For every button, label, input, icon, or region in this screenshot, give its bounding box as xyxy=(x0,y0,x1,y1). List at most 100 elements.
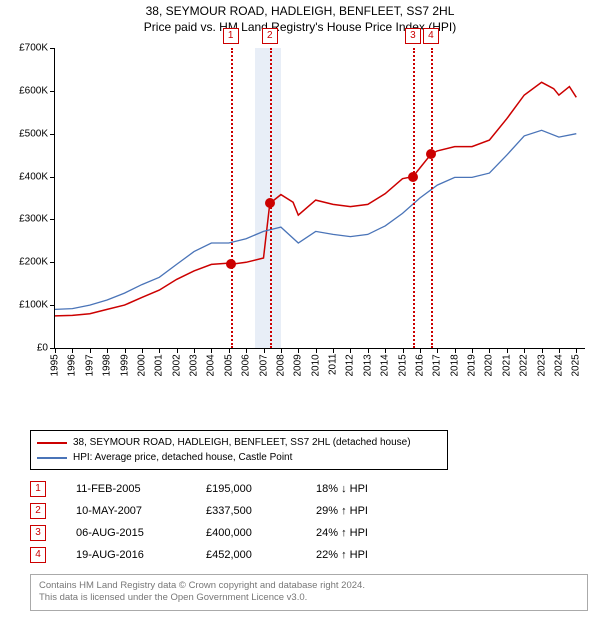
x-axis-label: 2025 xyxy=(571,354,582,376)
x-tick xyxy=(281,348,282,353)
x-axis-label: 2016 xyxy=(414,354,425,376)
title-line2: Price paid vs. HM Land Registry's House … xyxy=(0,20,600,36)
footer-line1: Contains HM Land Registry data © Crown c… xyxy=(39,580,579,592)
x-tick xyxy=(489,348,490,353)
y-axis-label: £300K xyxy=(0,214,48,225)
x-tick xyxy=(542,348,543,353)
y-axis-label: £200K xyxy=(0,257,48,268)
x-tick xyxy=(107,348,108,353)
event-table-num: 3 xyxy=(30,525,46,541)
x-axis-label: 2000 xyxy=(136,354,147,376)
x-tick xyxy=(246,348,247,353)
x-axis-label: 2018 xyxy=(449,354,460,376)
y-tick xyxy=(50,305,55,306)
x-axis-label: 2023 xyxy=(536,354,547,376)
x-axis-label: 2009 xyxy=(293,354,304,376)
event-table-row: 210-MAY-2007£337,50029% ↑ HPI xyxy=(30,500,396,522)
x-axis-label: 2024 xyxy=(553,354,564,376)
x-axis-label: 2008 xyxy=(275,354,286,376)
y-tick xyxy=(50,177,55,178)
y-tick xyxy=(50,48,55,49)
y-tick xyxy=(50,219,55,220)
event-table-date: 10-MAY-2007 xyxy=(76,505,176,517)
event-table: 1 11-FEB-2005 £195,000 18% ↓ HPI 2 10-MAY-200… xyxy=(30,478,396,566)
legend: 38, SEYMOUR ROAD, HADLEIGH, BENFLEET, SS… xyxy=(30,430,448,470)
event-table-row: 3 06-AUG-2015 £400,000 24% ↑ HPI xyxy=(30,522,396,544)
x-tick xyxy=(524,348,525,353)
x-tick xyxy=(229,348,230,353)
x-tick xyxy=(177,348,178,353)
y-tick xyxy=(50,134,55,135)
event-table-row: 419-AUG-2016£452,00022% ↑ HPI xyxy=(30,544,396,566)
x-tick xyxy=(316,348,317,353)
event-table-num: 2 xyxy=(30,503,46,519)
y-axis-label: £600K xyxy=(0,85,48,96)
x-axis-label: 2003 xyxy=(189,354,200,376)
x-tick xyxy=(559,348,560,353)
y-axis-label: £100K xyxy=(0,300,48,311)
x-axis-label: 2005 xyxy=(223,354,234,376)
x-tick xyxy=(264,348,265,353)
y-axis-label: £0 xyxy=(0,343,48,354)
y-tick xyxy=(50,262,55,263)
x-axis-label: 1995 xyxy=(50,354,61,376)
legend-row: 38, SEYMOUR ROAD, HADLEIGH, BENFLEET, SS… xyxy=(37,435,441,450)
x-tick xyxy=(455,348,456,353)
x-tick xyxy=(437,348,438,353)
event-table-diff: 24% ↑ HPI xyxy=(316,527,396,539)
x-axis-label: 2020 xyxy=(484,354,495,376)
x-axis-label: 2012 xyxy=(345,354,356,376)
x-axis-label: 2022 xyxy=(519,354,530,376)
x-tick xyxy=(298,348,299,353)
x-tick xyxy=(420,348,421,353)
event-number-box: 1 xyxy=(223,28,239,44)
x-tick xyxy=(72,348,73,353)
event-table-date: 06-AUG-2015 xyxy=(76,527,176,539)
event-marker xyxy=(226,259,236,269)
event-table-num: 4 xyxy=(30,547,46,563)
event-table-price: £195,000 xyxy=(206,483,286,495)
x-tick xyxy=(472,348,473,353)
event-table-diff: 29% ↑ HPI xyxy=(316,505,396,517)
x-axis-label: 2006 xyxy=(241,354,252,376)
event-table-price: £452,000 xyxy=(206,549,286,561)
event-marker xyxy=(426,149,436,159)
legend-label: 38, SEYMOUR ROAD, HADLEIGH, BENFLEET, SS… xyxy=(73,437,411,448)
legend-row: HPI: Average price, detached house, Cast… xyxy=(37,450,441,465)
y-tick xyxy=(50,91,55,92)
x-tick xyxy=(403,348,404,353)
x-tick xyxy=(90,348,91,353)
x-axis-label: 2002 xyxy=(171,354,182,376)
x-axis-label: 2017 xyxy=(432,354,443,376)
x-axis-label: 1996 xyxy=(67,354,78,376)
y-axis-label: £700K xyxy=(0,43,48,54)
x-tick xyxy=(576,348,577,353)
x-axis-label: 2015 xyxy=(397,354,408,376)
x-tick xyxy=(125,348,126,353)
x-axis-label: 2021 xyxy=(501,354,512,376)
event-line xyxy=(231,48,233,348)
event-table-date: 19-AUG-2016 xyxy=(76,549,176,561)
line-canvas xyxy=(55,48,585,348)
x-axis-label: 1998 xyxy=(102,354,113,376)
event-marker xyxy=(265,198,275,208)
x-axis-label: 2013 xyxy=(362,354,373,376)
series-line xyxy=(55,130,576,309)
plot-area: 1995199619971998199920002001200220032004… xyxy=(54,48,585,349)
legend-swatch xyxy=(37,457,67,459)
x-tick xyxy=(211,348,212,353)
event-table-price: £400,000 xyxy=(206,527,286,539)
x-axis-label: 2010 xyxy=(310,354,321,376)
event-table-num: 1 xyxy=(30,481,46,497)
y-axis-label: £400K xyxy=(0,171,48,182)
event-line xyxy=(413,48,415,348)
y-axis-label: £500K xyxy=(0,128,48,139)
x-tick xyxy=(385,348,386,353)
footer-attribution: Contains HM Land Registry data © Crown c… xyxy=(30,574,588,611)
x-axis-label: 2014 xyxy=(380,354,391,376)
event-table-diff: 18% ↓ HPI xyxy=(316,483,396,495)
chart-title: 38, SEYMOUR ROAD, HADLEIGH, BENFLEET, SS… xyxy=(0,0,600,35)
legend-swatch xyxy=(37,442,67,444)
event-number-box: 3 xyxy=(405,28,421,44)
event-table-date: 11-FEB-2005 xyxy=(76,483,176,495)
